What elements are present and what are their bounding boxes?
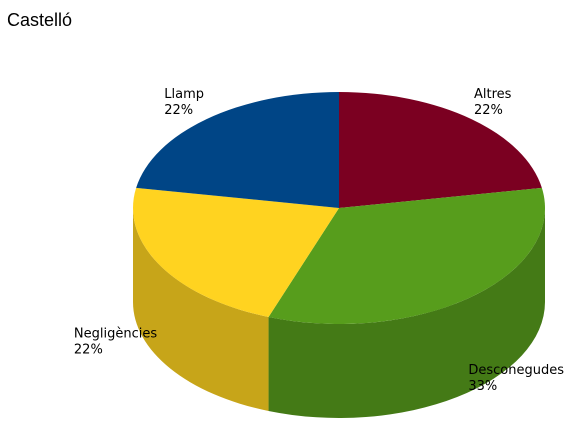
slice-negligències: [133, 187, 339, 318]
chart-title: Castelló: [7, 10, 72, 30]
pie-plot-area: [133, 92, 545, 418]
slice-desconegudes: [268, 187, 545, 324]
slice-label-name: Desconegudes: [468, 363, 564, 378]
slice-label-percent: 22%: [474, 103, 503, 118]
slice-label-percent: 22%: [74, 343, 103, 358]
slice-label-name: Negligències: [74, 327, 157, 342]
slice-label-percent: 22%: [164, 103, 193, 118]
slice-side-negligències: [133, 208, 269, 412]
slice-labels: Altres22%Desconegudes33%Negligències22%L…: [74, 87, 564, 394]
slice-label-name: Altres: [474, 87, 512, 102]
slice-label-name: Llamp: [164, 87, 204, 102]
slice-altres: [339, 92, 542, 208]
slice-llamp: [136, 92, 339, 208]
slice-side-desconegudes: [268, 208, 545, 418]
slice-label-percent: 33%: [468, 379, 497, 394]
